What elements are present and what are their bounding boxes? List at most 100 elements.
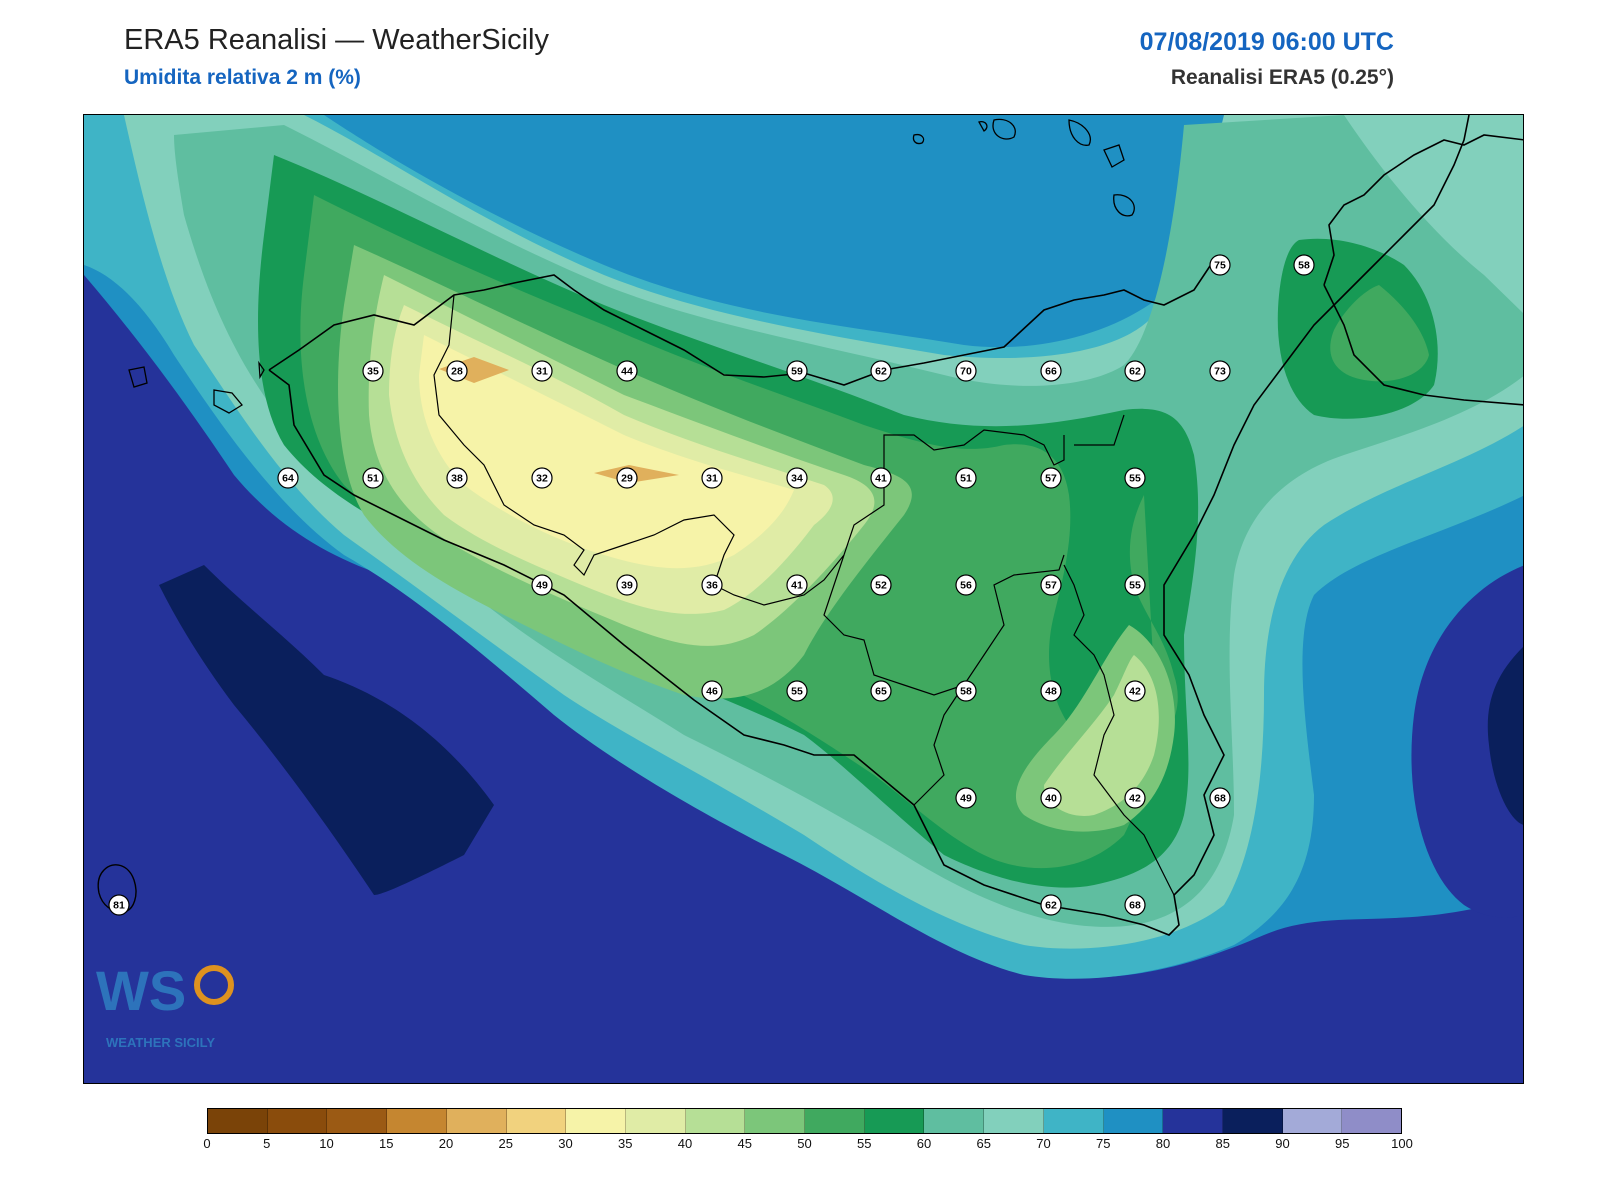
station-marker: 59 [786, 360, 808, 382]
station-circle [955, 574, 977, 596]
station-circle [1124, 680, 1146, 702]
station-marker: 32 [531, 467, 553, 489]
humidity-map: 35 28 31 44 59 62 70 66 62 73 75 58 64 51 38 32 29 31 34 41… [83, 114, 1524, 1084]
station-marker: 41 [786, 574, 808, 596]
station-marker: 75 [1209, 254, 1231, 276]
station-marker: 36 [701, 574, 723, 596]
station-circle [446, 360, 468, 382]
station-marker: 31 [701, 467, 723, 489]
colorbar-tick-label: 40 [677, 1136, 693, 1151]
station-circle [786, 467, 808, 489]
coastline-calabria [1323, 134, 1523, 406]
station-value: 42 [1129, 793, 1141, 805]
colorbar-tick-label: 55 [857, 1136, 872, 1151]
station-marker: 49 [955, 787, 977, 809]
station-marker: 68 [1124, 894, 1146, 916]
station-marker: 55 [786, 680, 808, 702]
station-circle [446, 467, 468, 489]
colorbar-cell [1103, 1109, 1164, 1133]
station-circle [1040, 680, 1062, 702]
station-marker: 58 [1293, 254, 1315, 276]
station-value: 81 [113, 900, 125, 912]
station-marker: 55 [1124, 574, 1146, 596]
svg-text:WS: WS [96, 959, 186, 1022]
station-value: 55 [1129, 580, 1141, 592]
coastline-sicily [268, 115, 1470, 936]
station-marker: 70 [955, 360, 977, 382]
station-circle [1040, 467, 1062, 489]
station-marker: 39 [616, 574, 638, 596]
colorbar-tick-label: 35 [618, 1136, 633, 1151]
station-circle [1209, 360, 1231, 382]
station-value: 62 [1045, 900, 1057, 912]
station-marker: 62 [1040, 894, 1062, 916]
station-marker: 62 [870, 360, 892, 382]
colorbar-tick-label: 15 [379, 1136, 394, 1151]
station-circle [786, 574, 808, 596]
coastline-north [268, 259, 1215, 386]
colorbar-cell [387, 1109, 447, 1133]
colorbar-tick-label: 60 [916, 1136, 932, 1151]
station-marker: 49 [531, 574, 553, 596]
colorbar-tick-label: 100 [1391, 1136, 1413, 1151]
logo-text: WEATHER SICILY [106, 1035, 215, 1050]
station-value: 38 [451, 473, 463, 485]
station-value: 41 [791, 580, 803, 592]
station-value: 34 [791, 473, 803, 485]
colorbar-tick-label: 95 [1335, 1136, 1350, 1151]
station-value: 52 [875, 580, 887, 592]
colorbar-cell [685, 1109, 746, 1133]
colorbar-tick-label: 65 [976, 1136, 991, 1151]
station-value: 49 [960, 793, 972, 805]
station-markers: 35 28 31 44 59 62 70 66 62 73 75 58 64 51 38 32 29 31 34 41… [108, 254, 1315, 916]
station-marker: 31 [531, 360, 553, 382]
station-value: 59 [791, 366, 803, 378]
station-marker: 55 [1124, 467, 1146, 489]
station-value: 39 [621, 580, 633, 592]
station-value: 46 [706, 686, 718, 698]
contour-85-90-west [159, 565, 494, 895]
province-borders [433, 294, 1175, 896]
station-circle [786, 360, 808, 382]
colorbar-cell [506, 1109, 567, 1133]
contour-80-85-west [84, 275, 1523, 1083]
map-canvas: 35 28 31 44 59 62 70 66 62 73 75 58 64 51 38 32 29 31 34 41… [84, 115, 1523, 1083]
station-marker: 38 [446, 467, 468, 489]
station-value: 31 [706, 473, 718, 485]
station-circle [1124, 894, 1146, 916]
colorbar-cell [208, 1109, 268, 1133]
station-circle [955, 680, 977, 702]
station-circle [701, 467, 723, 489]
station-circle [870, 680, 892, 702]
colorbar-tick-label: 45 [737, 1136, 752, 1151]
station-value: 55 [1129, 473, 1141, 485]
station-marker: 46 [701, 680, 723, 702]
colorbar-ticks: 0 5 10 15 20 25 30 35 40 45 50 55 60 65 70 75 80 85 90 95 10… [203, 1136, 1412, 1156]
station-value: 28 [451, 366, 463, 378]
station-circle [362, 360, 384, 382]
station-value: 65 [875, 686, 887, 698]
station-marker: 29 [616, 467, 638, 489]
station-circle [1124, 467, 1146, 489]
station-marker: 44 [616, 360, 638, 382]
colorbar-cell [745, 1109, 806, 1133]
station-circle [870, 360, 892, 382]
colorbar-tick-label: 10 [319, 1136, 334, 1151]
colorbar-tick-label: 70 [1036, 1136, 1051, 1151]
station-circle [1293, 254, 1315, 276]
colorbar-tick-label: 25 [498, 1136, 513, 1151]
colorbar-cell [984, 1109, 1044, 1133]
station-marker: 35 [362, 360, 384, 382]
station-marker: 62 [1124, 360, 1146, 382]
station-marker: 51 [362, 467, 384, 489]
station-circle [955, 360, 977, 382]
contour-85-90-east [1487, 647, 1523, 825]
station-value: 58 [1298, 260, 1310, 272]
station-marker: 52 [870, 574, 892, 596]
station-value: 57 [1045, 473, 1057, 485]
station-value: 51 [960, 473, 972, 485]
station-value: 64 [282, 473, 294, 485]
station-circle [870, 467, 892, 489]
station-value: 49 [536, 580, 548, 592]
station-value: 31 [536, 366, 548, 378]
